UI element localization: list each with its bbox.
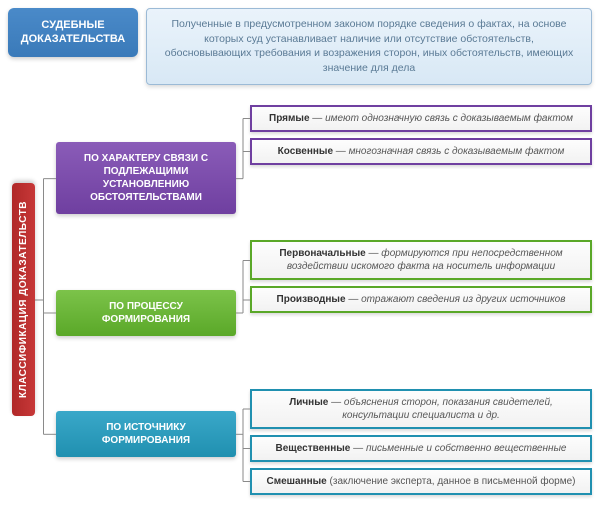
leaf-box: Вещественные — письменные и собственно в… [250, 435, 592, 462]
leaf-box: Косвенные — многозначная связь с доказыв… [250, 138, 592, 165]
definition-box: Полученные в предусмотренном законом пор… [146, 8, 592, 85]
root-column: КЛАССИФИКАЦИЯ ДОКАЗАТЕЛЬСТВ [8, 105, 38, 495]
leaf-box: Смешанные (заключение эксперта, данное в… [250, 468, 592, 495]
leaf-box: Производные — отражают сведения из други… [250, 286, 592, 313]
leaf-column: Прямые — имеют однозначную связь с доказ… [250, 105, 592, 495]
category-box: ПО ХАРАКТЕРУ СВЯЗИ С ПОДЛЕЖАЩИМИ УСТАНОВ… [56, 142, 236, 214]
columns: ПО ХАРАКТЕРУ СВЯЗИ С ПОДЛЕЖАЩИМИ УСТАНОВ… [56, 105, 592, 495]
main-area: КЛАССИФИКАЦИЯ ДОКАЗАТЕЛЬСТВ ПО ХАРАКТЕРУ… [8, 105, 592, 495]
leaf-group: Прямые — имеют однозначную связь с доказ… [250, 105, 592, 165]
category-box: ПО ПРОЦЕССУ ФОРМИРОВАНИЯ [56, 290, 236, 336]
header-row: СУДЕБНЫЕ ДОКАЗАТЕЛЬСТВА Полученные в пре… [8, 8, 592, 85]
root-label: КЛАССИФИКАЦИЯ ДОКАЗАТЕЛЬСТВ [12, 183, 35, 416]
leaf-group: Первоначальные — формируются при непосре… [250, 240, 592, 313]
leaf-group: Личные — объяснения сторон, показания св… [250, 389, 592, 495]
title-box: СУДЕБНЫЕ ДОКАЗАТЕЛЬСТВА [8, 8, 138, 57]
leaf-box: Прямые — имеют однозначную связь с доказ… [250, 105, 592, 132]
leaf-box: Первоначальные — формируются при непосре… [250, 240, 592, 280]
category-column: ПО ХАРАКТЕРУ СВЯЗИ С ПОДЛЕЖАЩИМИ УСТАНОВ… [56, 105, 236, 495]
category-box: ПО ИСТОЧНИКУ ФОРМИРОВАНИЯ [56, 411, 236, 457]
leaf-box: Личные — объяснения сторон, показания св… [250, 389, 592, 429]
